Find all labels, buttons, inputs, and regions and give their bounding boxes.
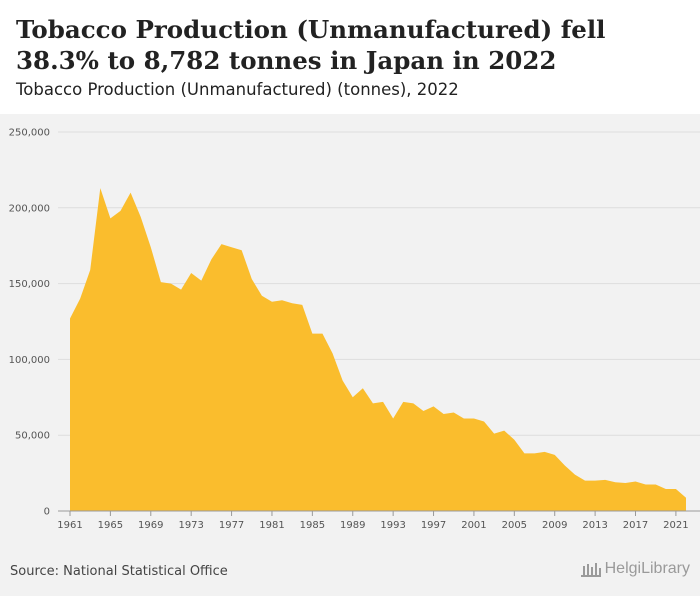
x-tick-label: 1965 [98,520,123,531]
x-tick-label: 2017 [623,520,648,531]
x-tick-label: 1997 [421,520,446,531]
x-tick-label: 1989 [340,520,365,531]
x-tick-label: 1985 [300,520,325,531]
x-tick-label: 2009 [542,520,567,531]
y-tick-label: 250,000 [9,128,50,139]
x-tick-label: 1981 [259,520,284,531]
x-tick-label: 1961 [57,520,82,531]
y-tick-label: 100,000 [9,355,50,366]
area-chart: 0 50,000 100,000 150,000 200,000 250,000 1961 1… [9,128,700,531]
x-tick-label: 2005 [502,520,527,531]
x-tick-label: 1993 [380,520,405,531]
y-tick-label: 50,000 [15,431,50,442]
library-building-icon [580,563,601,577]
y-tick-label: 200,000 [9,203,50,214]
y-tick-label: 150,000 [9,279,50,290]
x-tick-label: 1969 [138,520,163,531]
helgi-library-logo: HelgiLibrary [580,560,690,578]
chart-title: Tobacco Production (Unmanufactured) fell… [16,15,606,75]
chart-subtitle: Tobacco Production (Unmanufactured) (ton… [16,80,459,99]
x-tick-label: 1973 [178,520,203,531]
logo-text: HelgiLibrary [604,560,690,577]
x-tick-label: 2001 [461,520,486,531]
source-note: Source: National Statistical Office [10,564,228,579]
area-series [70,188,686,511]
x-tick-label: 1977 [219,520,244,531]
x-tick-label: 2021 [663,520,688,531]
x-tick-label: 2013 [582,520,607,531]
y-tick-label: 0 [44,507,50,518]
